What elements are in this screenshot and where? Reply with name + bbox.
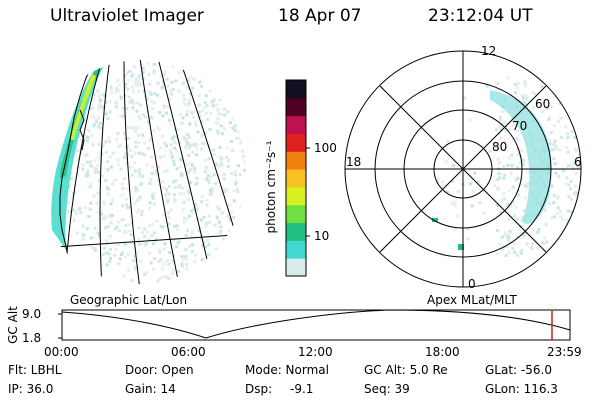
colorbar-tick-100: 100 [314, 141, 337, 155]
altitude-ytick-1.8: 1.8 [22, 331, 42, 345]
colorbar-segment [286, 133, 306, 152]
left-speckle-layer [60, 61, 246, 284]
altitude-curve [61, 309, 571, 339]
info-ip: IP: 36.0 [8, 382, 54, 396]
info-mode: Mode: Normal [245, 363, 329, 377]
info-glon: GLon: 116.3 [485, 382, 558, 396]
colorbar-segment [286, 151, 306, 170]
time-tick-2359: 23:59 [547, 345, 582, 359]
colorbar-segment [286, 169, 306, 188]
polar-plot [344, 50, 582, 288]
info-dsp-value: -9.1 [290, 382, 314, 396]
geographic-parallel [39, 233, 246, 249]
mlt-label-18: 18 [346, 155, 362, 169]
colorbar-segment [286, 258, 306, 277]
auroral-arc-core [70, 74, 96, 140]
auroral-arc-outer [51, 64, 104, 250]
mlat-label-60: 60 [535, 97, 551, 111]
colorbar-segment [286, 222, 306, 241]
info-gain: Gain: 14 [125, 382, 176, 396]
colorbar-unit-label: photon cm⁻²s⁻¹ [264, 140, 278, 234]
colorbar-segment [286, 115, 306, 134]
geographic-image [39, 60, 246, 284]
info-seq: Seq: 39 [364, 382, 410, 396]
date-label: 18 Apr 07 [278, 6, 362, 26]
colorbar-segment [286, 186, 306, 206]
colorbar-segment [286, 204, 306, 224]
altitude-plot [58, 309, 571, 341]
mlat-label-70: 70 [512, 119, 528, 133]
colorbar-tick-10: 10 [314, 229, 330, 243]
time-tick-0000: 00:00 [44, 345, 79, 359]
info-door: Door: Open [125, 363, 194, 377]
time-tick-1200: 12:00 [298, 345, 333, 359]
instrument-title: Ultraviolet Imager [50, 6, 204, 26]
polar-aurora [490, 90, 552, 224]
mlt-label-0: 0 [468, 277, 476, 291]
auroral-arc-mid [60, 68, 100, 178]
mlt-label-12: 12 [481, 44, 497, 58]
left-panel-label: Geographic Lat/Lon [70, 293, 188, 307]
info-glat: GLat: -56.0 [485, 363, 552, 377]
colorbar-segment [286, 80, 306, 99]
info-gcalt: GC Alt: 5.0 Re [364, 363, 448, 377]
altitude-ylabel: GC Alt [5, 306, 20, 344]
mlt-label-6: 6 [574, 155, 582, 169]
time-tick-0600: 06:00 [171, 345, 206, 359]
time-tick-1800: 18:00 [425, 345, 460, 359]
altitude-ytick-9: 9.0 [22, 307, 42, 321]
info-flt: Flt: LBHL [8, 363, 62, 377]
colorbar-segment [286, 97, 306, 117]
info-dsp-label: Dsp: [245, 382, 273, 396]
colorbar-segment [286, 240, 306, 259]
time-label: 23:12:04 UT [428, 6, 533, 26]
mlat-label-80: 80 [492, 140, 508, 154]
right-panel-label: Apex MLat/MLT [427, 293, 517, 307]
colorbar [285, 79, 310, 277]
